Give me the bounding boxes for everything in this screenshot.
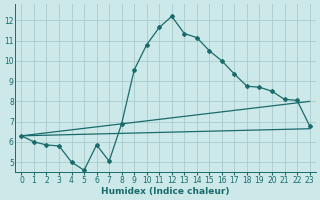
X-axis label: Humidex (Indice chaleur): Humidex (Indice chaleur) [101,187,230,196]
